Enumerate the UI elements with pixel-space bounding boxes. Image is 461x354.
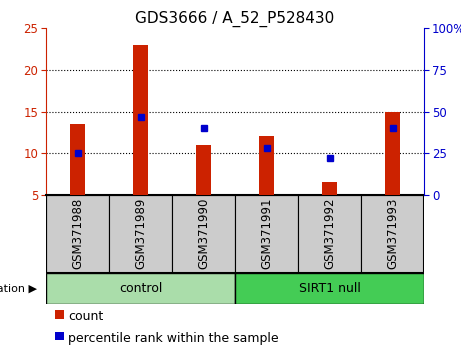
Text: genotype/variation ▶: genotype/variation ▶ bbox=[0, 284, 37, 293]
Bar bbox=[70, 124, 85, 195]
Text: control: control bbox=[119, 282, 162, 295]
Bar bbox=[298, 195, 361, 273]
Bar bbox=[172, 195, 235, 273]
Bar bbox=[109, 195, 172, 273]
Bar bbox=[259, 136, 274, 195]
Text: GSM371989: GSM371989 bbox=[134, 198, 147, 269]
Bar bbox=[235, 273, 424, 304]
Title: GDS3666 / A_52_P528430: GDS3666 / A_52_P528430 bbox=[136, 11, 335, 27]
Text: GSM371992: GSM371992 bbox=[323, 198, 336, 269]
Bar bbox=[46, 273, 235, 304]
Bar bbox=[235, 195, 298, 273]
Bar bbox=[361, 195, 424, 273]
Text: percentile rank within the sample: percentile rank within the sample bbox=[68, 332, 279, 344]
Text: GSM371990: GSM371990 bbox=[197, 198, 210, 269]
Text: GSM371988: GSM371988 bbox=[71, 198, 84, 269]
Bar bbox=[385, 112, 401, 195]
Text: GSM371993: GSM371993 bbox=[386, 198, 399, 269]
Text: SIRT1 null: SIRT1 null bbox=[299, 282, 361, 295]
Bar bbox=[196, 145, 212, 195]
Bar bbox=[322, 182, 337, 195]
Text: count: count bbox=[68, 310, 103, 323]
Text: GSM371991: GSM371991 bbox=[260, 198, 273, 269]
Bar bbox=[46, 195, 109, 273]
Bar bbox=[133, 45, 148, 195]
